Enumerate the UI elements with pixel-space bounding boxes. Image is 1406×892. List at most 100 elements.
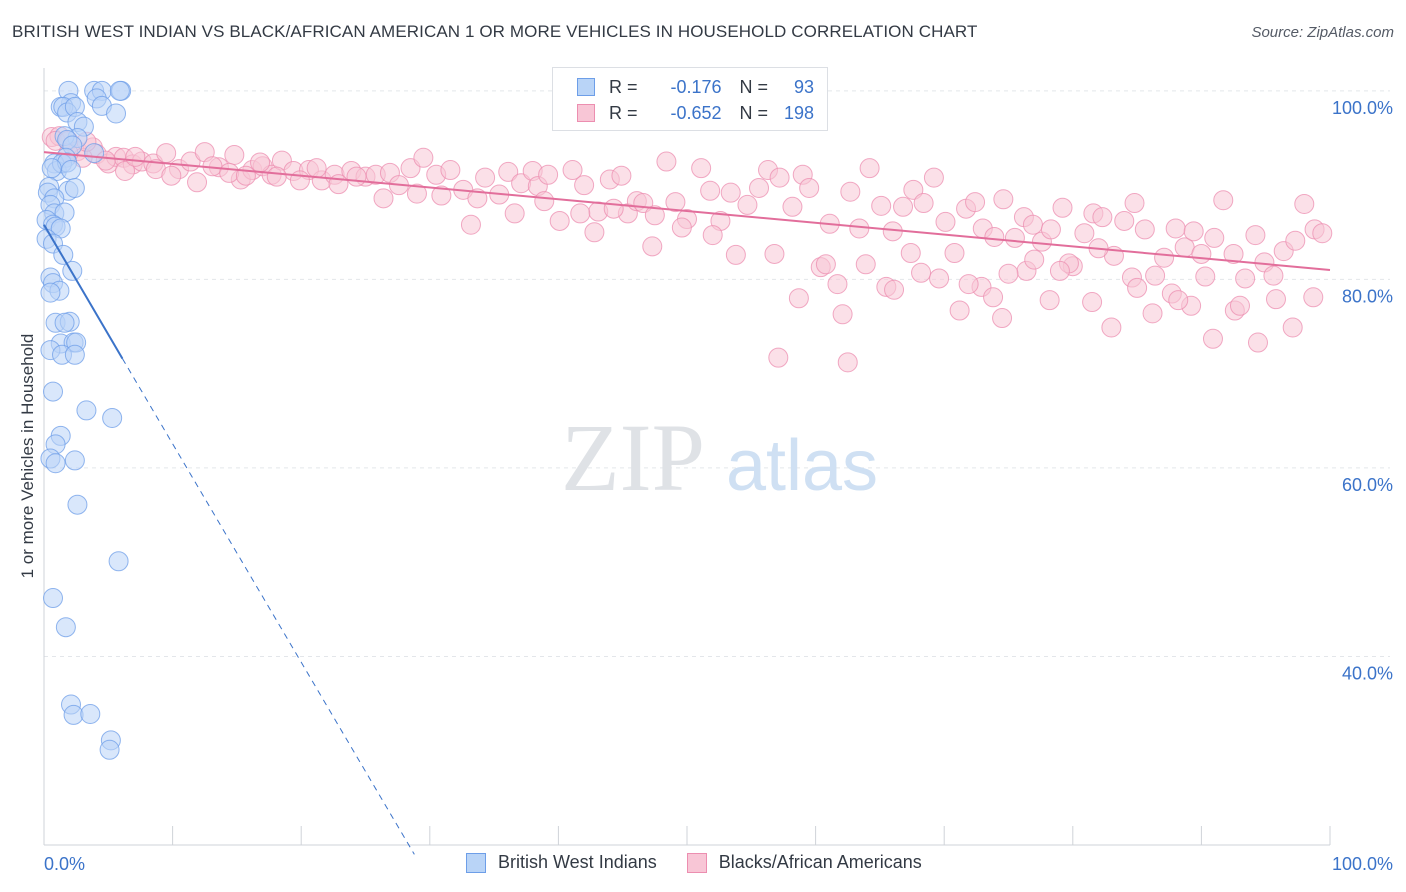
series-legend: British West Indians Blacks/African Amer…: [466, 852, 952, 873]
pink-point: [998, 263, 1019, 284]
x-tick-label: 100.0%: [1332, 854, 1393, 874]
pink-point: [840, 181, 861, 202]
n-label: N =: [739, 102, 769, 123]
pink-point: [289, 170, 310, 191]
pink-point: [534, 191, 555, 212]
blue-point: [80, 703, 101, 724]
pink-point: [1285, 230, 1306, 251]
trend-lines: [43, 151, 1331, 855]
blue-point: [43, 381, 64, 402]
pink-point: [992, 308, 1013, 329]
pink-point: [983, 287, 1004, 308]
pink-point: [460, 214, 481, 235]
pink-point: [266, 166, 287, 187]
blue-point: [62, 260, 83, 281]
y-tick-label: 100.0%: [1332, 98, 1393, 118]
legend-item-british-west-indians[interactable]: British West Indians: [466, 852, 657, 873]
blue-point: [61, 160, 82, 181]
pink-point: [1142, 303, 1163, 324]
pink-point: [1229, 295, 1250, 316]
pink-point: [827, 274, 848, 295]
blue-point: [64, 450, 85, 471]
legend-swatch-blue: [577, 78, 595, 96]
pink-point: [859, 158, 880, 179]
blue-point: [55, 617, 76, 638]
pink-point: [929, 268, 950, 289]
pink-point: [849, 218, 870, 239]
pink-point: [644, 205, 665, 226]
blue-point: [76, 400, 97, 421]
pink-point: [1049, 260, 1070, 281]
pink-point: [749, 177, 770, 198]
pink-point: [1303, 287, 1324, 308]
n-value: 198: [783, 102, 815, 123]
pink-point: [799, 177, 820, 198]
pink-point: [1124, 193, 1145, 214]
legend-label: Blacks/African Americans: [718, 852, 922, 872]
pink-point: [584, 222, 605, 243]
pink-trend-line: [43, 151, 1331, 271]
legend-item-blacks-african-americans[interactable]: Blacks/African Americans: [686, 852, 922, 873]
pink-point: [837, 352, 858, 373]
n-label: N =: [739, 76, 769, 97]
x-tick-label: 0.0%: [44, 854, 85, 874]
pink-point: [346, 166, 367, 187]
blue-trend-extension: [122, 358, 415, 855]
y-tick-label: 40.0%: [1342, 663, 1393, 683]
pink-point: [538, 164, 559, 185]
pink-point: [949, 300, 970, 321]
pink-point: [219, 162, 240, 183]
pink-point: [737, 194, 758, 215]
pink-point: [161, 165, 182, 186]
pink-point: [1092, 207, 1113, 228]
pink-point: [871, 195, 892, 216]
blue-trend-line: [43, 224, 124, 360]
blue-point: [43, 588, 64, 609]
pink-point: [671, 217, 692, 238]
pink-point: [1282, 317, 1303, 338]
pink-point: [570, 203, 591, 224]
pink-point: [431, 185, 452, 206]
pink-point: [1154, 247, 1175, 268]
pink-point: [903, 179, 924, 200]
pink-point: [373, 188, 394, 209]
watermark-zip: ZIP: [561, 404, 705, 511]
pink-point: [923, 167, 944, 188]
pink-point: [156, 143, 177, 164]
blue-point: [108, 551, 129, 572]
pink-point: [224, 144, 245, 165]
pink-point: [1235, 268, 1256, 289]
pink-point: [1101, 317, 1122, 338]
blue-point: [84, 143, 105, 164]
pink-point: [769, 167, 790, 188]
pink-point: [700, 180, 721, 201]
pink-point: [782, 196, 803, 217]
pink-point: [1082, 292, 1103, 313]
pink-point: [1004, 227, 1025, 248]
pink-point: [475, 167, 496, 188]
pink-point: [832, 304, 853, 325]
blue-point: [102, 407, 123, 428]
pink-point: [1127, 277, 1148, 298]
pink-point: [1245, 225, 1266, 246]
pink-point: [1183, 221, 1204, 242]
pink-point: [1039, 290, 1060, 311]
blue-point: [106, 103, 127, 124]
blue-point: [64, 344, 85, 365]
blue-point: [67, 494, 88, 515]
pink-point: [549, 210, 570, 231]
legend-label: British West Indians: [498, 852, 657, 872]
pink-point: [720, 182, 741, 203]
pink-point: [413, 147, 434, 168]
pink-point: [1265, 289, 1286, 310]
r-value: -0.652: [670, 102, 722, 123]
pink-point: [1052, 197, 1073, 218]
pink-point: [764, 243, 785, 264]
r-label: R =: [609, 102, 638, 123]
pink-point: [562, 160, 583, 181]
pink-point: [1191, 243, 1212, 264]
pink-point: [984, 226, 1005, 247]
pink-point: [965, 192, 986, 213]
pink-point: [1312, 223, 1333, 244]
